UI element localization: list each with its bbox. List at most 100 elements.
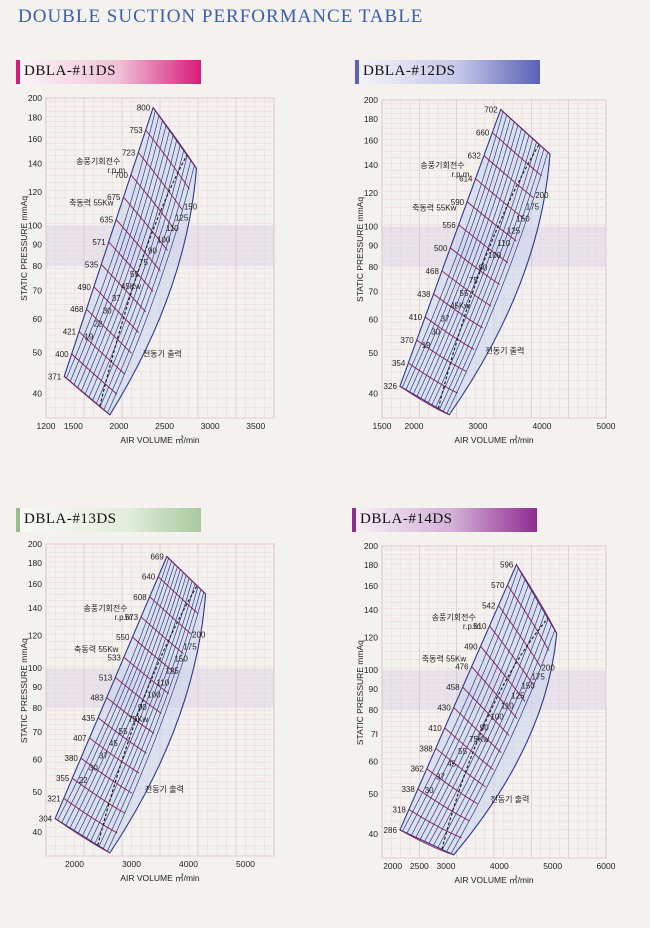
kw-label: 55 (460, 289, 469, 298)
rpm-curve (93, 286, 140, 333)
motor-limit-curve (99, 154, 188, 407)
kw-label: 30 (425, 786, 434, 795)
power-curve (81, 130, 170, 392)
kw-label: 75 (469, 276, 478, 285)
y-tick-label: 120 (28, 630, 42, 640)
kw-label: 150 (521, 682, 535, 691)
y-tick-label: 180 (28, 558, 42, 568)
rpm-curve (145, 129, 190, 190)
rpm-label: 640 (142, 573, 156, 582)
rpm-header-label: 송풍기회전수 (432, 612, 476, 622)
kw-label: 110 (156, 679, 169, 688)
rpm-label: 318 (393, 806, 407, 815)
rpm-label: 490 (464, 642, 478, 651)
rpm-curve (89, 737, 140, 774)
power-curve (424, 596, 536, 842)
rpm-curve (458, 224, 509, 264)
y-tick-label: 60 (33, 755, 43, 765)
model-label-bar: DBLA-#11DS (16, 60, 201, 84)
x-axis-label: AIR VOLUME ㎥/min (120, 873, 200, 883)
rpm-label: 362 (410, 765, 424, 774)
y-tick-label: 80 (369, 262, 379, 272)
rpm-label: 286 (384, 826, 398, 835)
rpm-curve (498, 605, 542, 668)
rpm-label: 542 (482, 602, 496, 611)
y-tick-label: 180 (364, 114, 378, 124)
power-curve (98, 586, 199, 847)
y-tick-label: 40 (33, 827, 43, 837)
rpm-label: 614 (459, 175, 473, 184)
rpm-curve (471, 666, 518, 719)
rpm-label: 513 (99, 673, 113, 682)
power-curve (441, 618, 549, 850)
kw-label: 110 (166, 224, 179, 233)
power-curve (442, 148, 545, 412)
rpm-curve (435, 747, 486, 788)
y-tick-label: 180 (28, 112, 42, 122)
rpm-label: 304 (39, 815, 53, 824)
rpm-curve (132, 636, 177, 674)
kw-label: 90 (148, 247, 157, 256)
rpm-curve (100, 264, 147, 313)
power-curve (94, 583, 196, 844)
power-curve (420, 128, 522, 399)
x-tick-label: 4000 (490, 861, 509, 871)
rpm-label: 476 (455, 663, 469, 672)
power-curve (84, 135, 174, 395)
kw-label: 200 (541, 663, 555, 672)
x-tick-label: 2500 (155, 421, 174, 431)
power-curve (409, 118, 511, 392)
rpm-curve (86, 308, 132, 354)
rpm-curve (475, 178, 526, 220)
power-curve (86, 577, 190, 839)
y-tick-label: 140 (28, 603, 42, 613)
y-tick-label: 50 (33, 787, 43, 797)
y-tick-label: 100 (28, 220, 42, 230)
kw-label: 37 (99, 751, 108, 760)
power-curve (69, 566, 178, 829)
power-curve (413, 121, 515, 395)
rpm-label: 556 (442, 221, 456, 230)
y-tick-label: 160 (28, 134, 42, 144)
kw-label: 30 (431, 328, 440, 337)
rpm-curve (140, 616, 184, 655)
rpm-curve (130, 174, 176, 231)
y-tick-label: 100 (364, 221, 378, 231)
kw-label: 150 (516, 215, 530, 224)
x-tick-label: 5000 (543, 861, 562, 871)
kw-label: 45Kw (121, 282, 141, 291)
power-curve (66, 110, 156, 379)
kw-label: 55 (458, 747, 467, 756)
rpm-curve (97, 717, 147, 754)
power-curve (450, 629, 556, 854)
kw-label: 175 (183, 643, 197, 652)
motor-output-label: 전동기 출력 (490, 794, 529, 804)
y-axis-label: STATIC PRESSURE mmAq (355, 197, 365, 302)
chart-panel-11ds: DBLA-#11DS 40 50 60 70 80 90 100 120 140 160 180 20… (16, 60, 326, 480)
y-tick-label: 120 (364, 188, 378, 198)
rpm-curve (63, 798, 118, 834)
power-curve (102, 589, 202, 849)
power-curve (419, 590, 532, 840)
power-curve (424, 131, 526, 401)
y-tick-label: 140 (28, 158, 42, 168)
rpm-label: 675 (107, 193, 121, 202)
y-tick-label: 200 (28, 539, 42, 549)
rpm-curve (72, 777, 125, 814)
y-tick-label: 200 (364, 541, 378, 551)
rpm-curve (444, 727, 494, 771)
kw-label: 125 (511, 691, 525, 700)
kw-label: 30 (103, 307, 112, 316)
power-curve (416, 124, 519, 397)
rpm-label: 510 (473, 622, 487, 631)
rpm-label: 371 (48, 372, 62, 381)
power-curve (92, 145, 181, 401)
motor-output-label: 전동기 출력 (143, 349, 182, 359)
y-tick-label: 7І (371, 729, 378, 739)
power-curve (435, 141, 537, 408)
rpm-label: 571 (92, 238, 106, 247)
x-tick-label: 2000 (109, 421, 128, 431)
rpm-label: 533 (108, 653, 122, 662)
y-tick-label: 120 (28, 187, 42, 197)
chart-panel-14ds: DBLA-#14DS 40 50 60 7І 80 90 100 120 140 160 180 20… (350, 508, 650, 928)
